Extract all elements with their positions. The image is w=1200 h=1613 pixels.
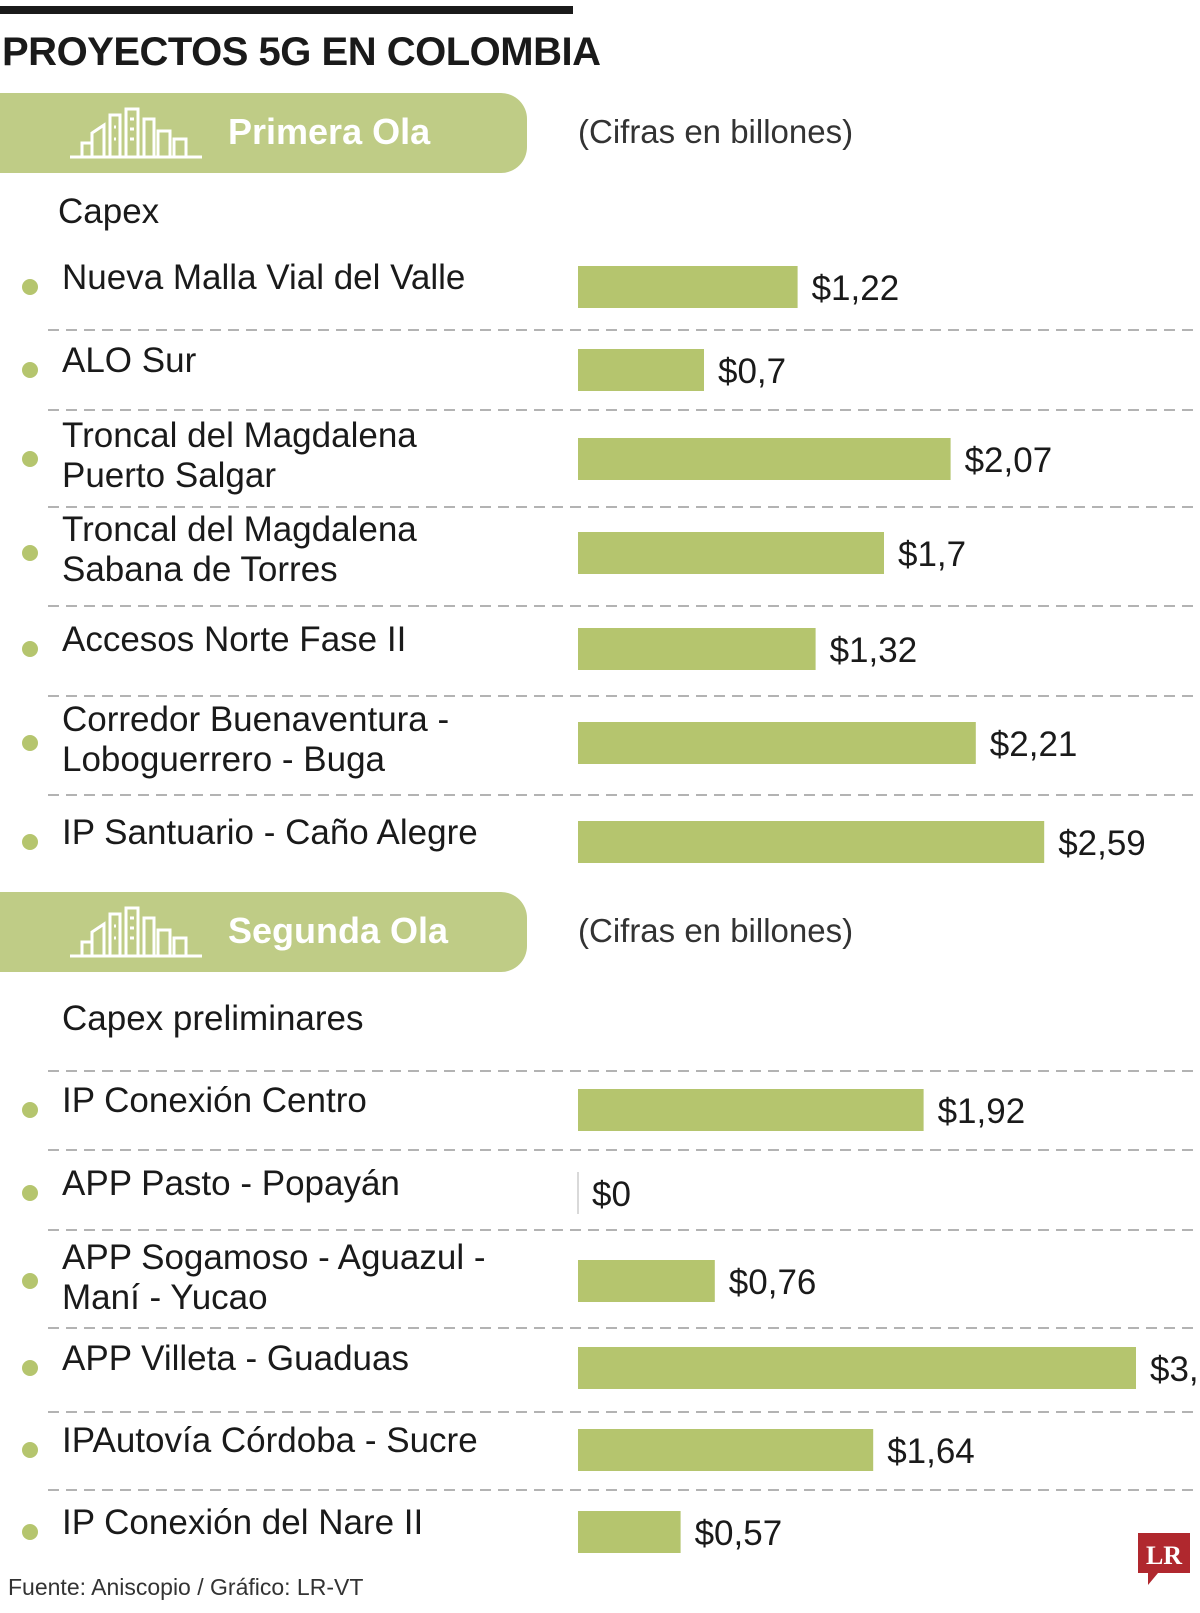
value-label: $3,10 (1150, 1350, 1200, 1389)
bar (578, 266, 798, 308)
unit-note-primera: (Cifras en billones) (578, 113, 854, 150)
category-label: Nueva Malla Vial del Valle (62, 258, 465, 297)
bar (578, 1089, 924, 1131)
category-label: Accesos Norte Fase II (62, 620, 406, 659)
bar (578, 1511, 681, 1553)
bullet-dot (22, 834, 38, 850)
value-label: $1,7 (898, 535, 966, 574)
value-label: $1,92 (938, 1092, 1026, 1131)
bar (578, 1429, 874, 1471)
value-label: $0,76 (729, 1263, 817, 1302)
bullet-dot (22, 1102, 38, 1118)
bullet-dot (22, 641, 38, 657)
value-label: $2,07 (965, 441, 1053, 480)
bullet-dot (22, 735, 38, 751)
value-label: $2,21 (990, 725, 1078, 764)
city-icon (70, 906, 202, 958)
category-label: IP Conexión del Nare II (62, 1503, 423, 1542)
value-label: $0,57 (695, 1514, 783, 1553)
bullet-dot (22, 279, 38, 295)
section-label-primera: Capex (58, 192, 160, 231)
logo-text: LR (1146, 1541, 1182, 1570)
bar (578, 722, 976, 764)
category-label: IPAutovía Córdoba - Sucre (62, 1421, 478, 1460)
bullet-dot (22, 362, 38, 378)
bullet-dot (22, 1524, 38, 1540)
wave-title-segunda: Segunda Ola (228, 910, 449, 951)
bullet-dot (22, 1442, 38, 1458)
category-label: APP Pasto - Popayán (62, 1164, 400, 1203)
bullet-dot (22, 545, 38, 561)
category-label: APP Villeta - Guaduas (62, 1339, 409, 1378)
bar (578, 1347, 1136, 1389)
value-label: $0,7 (718, 352, 786, 391)
bar (578, 532, 884, 574)
category-label: Troncal del Magdalena Sabana de Torres (62, 510, 417, 589)
bullet-dot (22, 1360, 38, 1376)
category-label: ALO Sur (62, 341, 197, 380)
wave-band-segunda: Segunda Ola (0, 892, 527, 972)
value-label: $1,32 (830, 631, 918, 670)
wave-band-primera: Primera Ola (0, 93, 527, 173)
city-icon (70, 107, 202, 159)
page-title: PROYECTOS 5G EN COLOMBIA (2, 30, 601, 74)
wave-title-primera: Primera Ola (228, 111, 431, 152)
category-label: Corredor Buenaventura -Loboguerrero - Bu… (62, 700, 449, 779)
category-label: APP Sogamoso - Aguazul -Maní - Yucao (62, 1238, 486, 1317)
value-label: $1,22 (812, 269, 900, 308)
lr-logo-icon: LR (1138, 1533, 1190, 1585)
unit-note-segunda: (Cifras en billones) (578, 912, 854, 949)
category-label: IP Conexión Centro (62, 1081, 367, 1120)
bar (578, 821, 1045, 863)
bar (578, 1260, 715, 1302)
value-label: $1,64 (887, 1432, 975, 1471)
top-rule (0, 6, 573, 14)
bullet-dot (22, 1273, 38, 1289)
category-label: IP Santuario - Caño Alegre (62, 813, 478, 852)
value-label: $2,59 (1058, 824, 1146, 863)
value-label: $0 (592, 1175, 631, 1214)
bar (578, 628, 816, 670)
section-label-segunda: Capex preliminares (62, 999, 364, 1038)
bullet-dot (22, 1185, 38, 1201)
bar (578, 349, 704, 391)
bullet-dot (22, 451, 38, 467)
source-footer: Fuente: Aniscopio / Gráfico: LR-VT (8, 1574, 364, 1600)
bar (578, 438, 951, 480)
category-label: Troncal del Magdalena Puerto Salgar (62, 416, 417, 495)
